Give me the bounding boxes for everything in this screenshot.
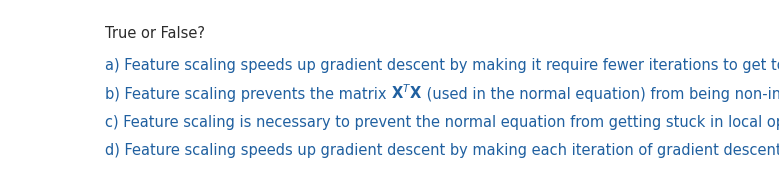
Text: d) Feature scaling speeds up gradient descent by making each iteration of gradie: d) Feature scaling speeds up gradient de… <box>104 143 779 158</box>
Text: b) Feature scaling prevents the matrix: b) Feature scaling prevents the matrix <box>104 87 391 102</box>
Text: (used in the normal equation) from being non-invertable (singular/degenerate).: (used in the normal equation) from being… <box>422 87 779 102</box>
Text: True or False?: True or False? <box>104 26 205 41</box>
Text: $\mathbf{X}^T\mathbf{X}$: $\mathbf{X}^T\mathbf{X}$ <box>391 84 422 102</box>
Text: c) Feature scaling is necessary to prevent the normal equation from getting stuc: c) Feature scaling is necessary to preve… <box>104 115 779 130</box>
Text: a) Feature scaling speeds up gradient descent by making it require fewer iterati: a) Feature scaling speeds up gradient de… <box>104 58 779 73</box>
